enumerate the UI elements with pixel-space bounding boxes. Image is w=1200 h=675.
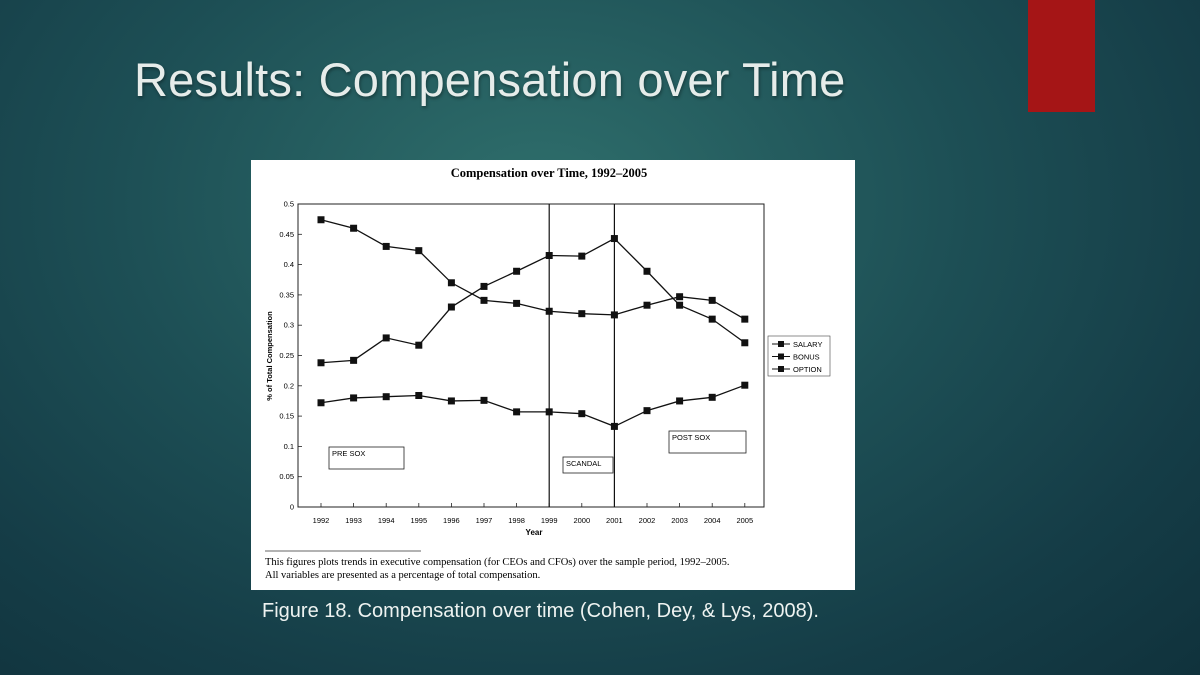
data-point-salary: [578, 310, 586, 318]
data-point-bonus: [643, 407, 651, 415]
annotation-label: SCANDAL: [566, 459, 601, 468]
x-tick-label: 2004: [704, 516, 721, 525]
annotation-label: PRE SOX: [332, 449, 365, 458]
y-axis: 0 0.05 0.1 0.15 0.2 0.25 0.3 0.35 0.4 0.45 0.5: [279, 200, 302, 512]
data-point-option: [578, 252, 586, 260]
data-point-bonus: [578, 410, 586, 418]
annotation-box: [668, 430, 747, 454]
data-point-salary: [643, 301, 651, 309]
figure-note-line1: This figures plots trends in executive c…: [265, 557, 730, 568]
legend-marker: [778, 353, 784, 360]
y-tick-label: 0.15: [279, 412, 294, 421]
y-axis-label: % of Total Compensation: [265, 311, 274, 401]
data-point-option: [480, 282, 488, 290]
data-point-salary: [676, 293, 684, 301]
x-axis-label: Year: [526, 528, 543, 537]
data-point-option: [415, 341, 423, 349]
data-point-option: [317, 359, 325, 367]
x-tick-label: 1998: [508, 516, 525, 525]
accent-bar: [1028, 0, 1095, 112]
figure-note-line2: All variables are presented as a percent…: [265, 570, 540, 581]
period-annotations: PRE SOX SCANDAL POST SOX: [328, 430, 747, 474]
figure-panel: Compensation over Time, 1992–2005 0 0.05 0…: [251, 160, 855, 590]
series-line-salary: [320, 219, 746, 320]
chart-title: Compensation over Time, 1992–2005: [451, 166, 648, 180]
data-point-bonus: [708, 393, 716, 401]
legend-marker: [778, 341, 784, 347]
data-point-option: [350, 356, 358, 364]
y-tick-label: 0.35: [279, 290, 294, 299]
y-tick-label: 0.1: [284, 442, 294, 451]
data-point-bonus: [676, 397, 684, 405]
data-point-option: [741, 339, 749, 347]
data-point-option: [513, 267, 521, 275]
annotation-label: POST SOX: [672, 433, 710, 442]
figure-caption: Figure 18. Compensation over time (Cohen…: [262, 600, 819, 622]
legend: SALARY BONUS OPTION: [767, 335, 831, 377]
y-tick-label: 0.2: [284, 381, 294, 390]
data-point-option: [382, 334, 390, 342]
data-point-bonus: [610, 422, 618, 430]
data-point-salary: [382, 242, 390, 250]
legend-marker: [778, 366, 784, 372]
x-tick-label: 2000: [573, 516, 590, 525]
data-point-salary: [741, 315, 749, 323]
data-point-bonus: [480, 396, 488, 404]
y-tick-label: 0.05: [279, 472, 294, 481]
data-point-option: [676, 301, 684, 309]
data-point-option: [643, 267, 651, 275]
data-point-option: [610, 235, 618, 243]
x-tick-label: 1992: [313, 516, 330, 525]
x-axis: 1992 1993 1994 1995 1996 1997 1998 1999 2000 2001…: [313, 503, 753, 525]
legend-label: SALARY: [793, 340, 822, 349]
annotation-box: [562, 456, 614, 474]
series-lines: [317, 216, 749, 430]
data-point-bonus: [513, 408, 521, 416]
y-tick-label: 0.3: [284, 321, 294, 330]
y-tick-label: 0.5: [284, 200, 294, 209]
x-tick-label: 2002: [639, 516, 656, 525]
data-point-salary: [545, 307, 553, 315]
x-tick-label: 1994: [378, 516, 395, 525]
data-point-bonus: [382, 393, 390, 401]
data-point-salary: [708, 296, 716, 304]
data-point-salary: [350, 224, 358, 232]
x-tick-label: 2003: [671, 516, 688, 525]
legend-label: BONUS: [793, 353, 820, 362]
x-tick-label: 1999: [541, 516, 558, 525]
data-point-option: [545, 252, 553, 260]
data-point-option: [447, 303, 455, 311]
data-point-salary: [513, 299, 521, 307]
data-point-bonus: [447, 397, 455, 405]
data-point-salary: [480, 296, 488, 304]
compensation-chart: Compensation over Time, 1992–2005 00.050…: [265, 166, 831, 581]
x-tick-label: 1995: [410, 516, 427, 525]
data-point-bonus: [741, 381, 749, 389]
data-point-bonus: [545, 408, 553, 416]
data-point-option: [708, 315, 716, 323]
x-tick-label: 1997: [476, 516, 493, 525]
data-point-bonus: [415, 391, 423, 399]
x-tick-label: 2005: [736, 516, 753, 525]
data-point-bonus: [350, 394, 358, 402]
y-tick-label: 0.4: [284, 260, 294, 269]
y-tick-label: 0.45: [279, 230, 294, 239]
series-line-option: [320, 237, 746, 364]
x-tick-label: 1993: [345, 516, 362, 525]
data-point-salary: [610, 311, 618, 319]
annotation-box: [328, 446, 405, 470]
y-tick-label: 0.25: [279, 351, 294, 360]
data-point-bonus: [317, 399, 325, 407]
data-point-salary: [447, 279, 455, 287]
x-tick-label: 2001: [606, 516, 623, 525]
y-tick-label: 0: [290, 503, 294, 512]
data-point-salary: [317, 216, 325, 224]
series-line-bonus: [320, 384, 746, 428]
legend-label: OPTION: [793, 365, 822, 374]
data-point-salary: [415, 247, 423, 255]
x-tick-label: 1996: [443, 516, 460, 525]
slide-title: Results: Compensation over Time: [134, 53, 846, 106]
